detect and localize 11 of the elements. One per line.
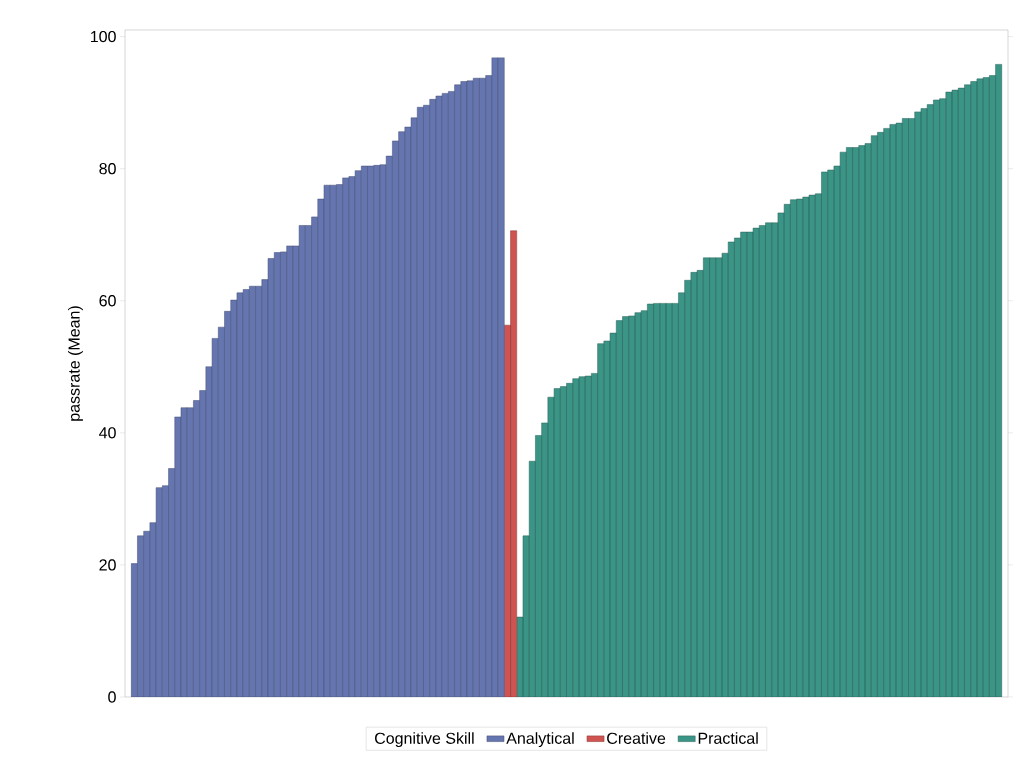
y-tick-label: 0 [108, 691, 116, 703]
y-tick-label: 40 [99, 427, 116, 439]
legend-title: Cognitive Skill [375, 732, 474, 748]
legend-label: Analytical [506, 732, 574, 748]
y-tick-label: 100 [91, 30, 116, 43]
y-tick-label: 60 [99, 295, 116, 307]
legend-label: Practical [698, 732, 758, 744]
legend-label: Creative [607, 732, 666, 744]
y-tick-label: 20 [99, 559, 116, 571]
y-tick-label: 80 [99, 163, 116, 175]
y-axis-title: passrate (Mean) [68, 306, 83, 421]
